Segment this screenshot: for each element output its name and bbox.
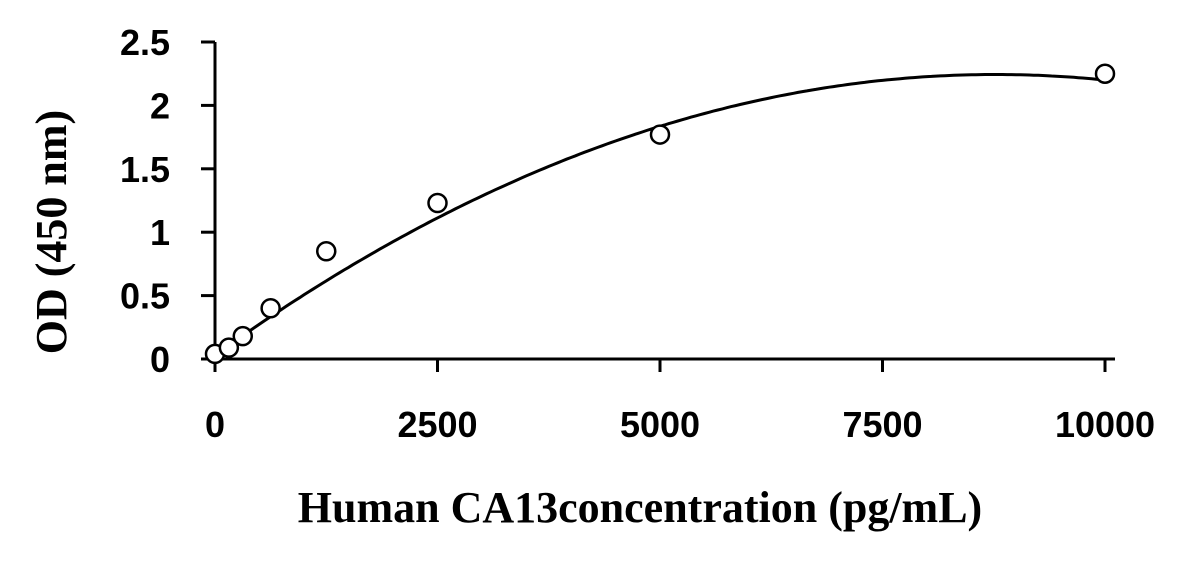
axes (213, 42, 1115, 361)
data-point (260, 298, 281, 319)
x-tick-label: 10000 (1055, 404, 1155, 445)
data-point (1094, 63, 1116, 84)
y-tick-label: 1 (150, 212, 170, 253)
y-axis-ticks: 0 0.5 1 1.5 2 2.5 (120, 22, 215, 380)
x-axis-title: Human CA13concentration (pg/mL) (298, 483, 982, 532)
y-tick-label: 0.5 (120, 276, 170, 317)
x-tick-label: 7500 (842, 404, 922, 445)
x-axis-ticks: 0 2500 5000 7500 10000 (205, 359, 1155, 445)
y-tick-label: 0 (150, 339, 170, 380)
y-axis-title: OD (450 nm) (27, 110, 76, 354)
data-points (204, 63, 1116, 365)
data-point (218, 337, 240, 358)
fit-curve (214, 73, 1106, 357)
y-tick-label: 2 (150, 85, 170, 126)
data-point (427, 192, 448, 214)
y-tick-label: 2.5 (120, 22, 170, 63)
data-point (316, 240, 337, 262)
y-tick-label: 1.5 (120, 149, 170, 190)
x-tick-label: 5000 (620, 404, 700, 445)
data-point (649, 124, 671, 145)
x-tick-label: 2500 (397, 404, 477, 445)
data-point (232, 325, 254, 347)
x-tick-label: 0 (205, 404, 225, 445)
